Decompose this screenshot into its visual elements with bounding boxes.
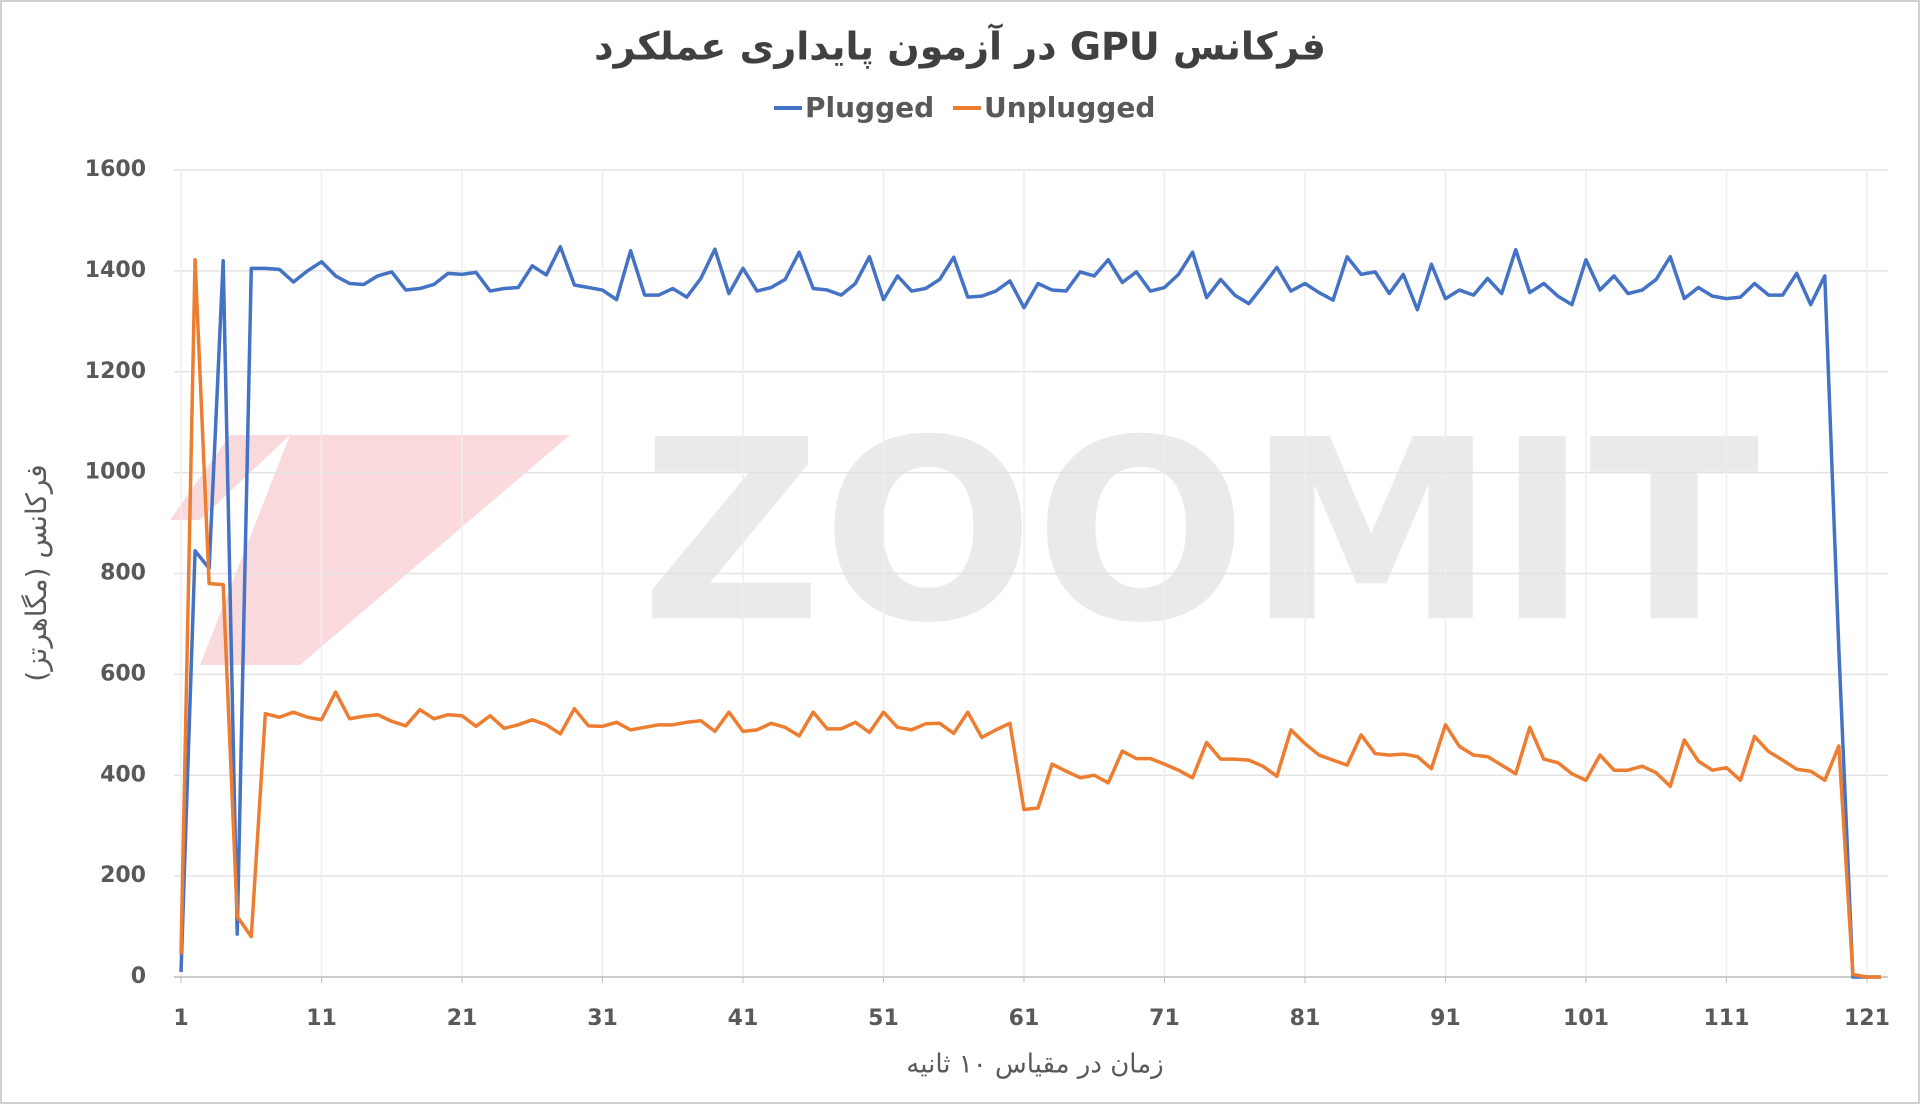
y-tick-label: 1400 bbox=[85, 258, 146, 283]
series-line bbox=[179, 244, 1881, 979]
y-tick-label: 1000 bbox=[85, 460, 146, 485]
y-tick-label: 600 bbox=[100, 661, 146, 686]
chart-title: فرکانس GPU در آزمون پایداری عملکرد bbox=[594, 23, 1326, 69]
y-tick-label: 800 bbox=[100, 561, 146, 586]
watermark-logo bbox=[170, 435, 570, 665]
legend-label: Unplugged bbox=[984, 91, 1155, 124]
x-tick-label: 121 bbox=[1844, 1006, 1890, 1031]
x-tick-label: 101 bbox=[1563, 1006, 1609, 1031]
x-tick-label: 1 bbox=[173, 1006, 188, 1031]
x-tick-label: 21 bbox=[447, 1006, 478, 1031]
y-tick-label: 200 bbox=[100, 863, 146, 888]
y-tick-label: 1600 bbox=[85, 157, 146, 182]
x-tick-label: 51 bbox=[868, 1006, 899, 1031]
x-axis-title: زمان در مقیاس ۱۰ ثانیه bbox=[906, 1050, 1163, 1080]
y-tick-label: 400 bbox=[100, 762, 146, 787]
watermark: ZOOMIT bbox=[641, 386, 1760, 677]
x-tick-label: 81 bbox=[1290, 1006, 1321, 1031]
legend-label: Plugged bbox=[805, 91, 934, 124]
y-tick-label: 1200 bbox=[85, 359, 146, 384]
y-tick-label: 0 bbox=[131, 964, 146, 989]
series-line bbox=[179, 258, 1881, 979]
x-tick-label: 41 bbox=[728, 1006, 759, 1031]
x-tick-label: 61 bbox=[1009, 1006, 1040, 1031]
x-tick-label: 71 bbox=[1149, 1006, 1180, 1031]
x-tick-label: 31 bbox=[587, 1006, 618, 1031]
y-axis-title: فرکانس (مگاهرتز) bbox=[20, 464, 53, 681]
x-tick-label: 11 bbox=[306, 1006, 337, 1031]
x-tick-label: 111 bbox=[1703, 1006, 1749, 1031]
x-tick-label: 91 bbox=[1430, 1006, 1461, 1031]
